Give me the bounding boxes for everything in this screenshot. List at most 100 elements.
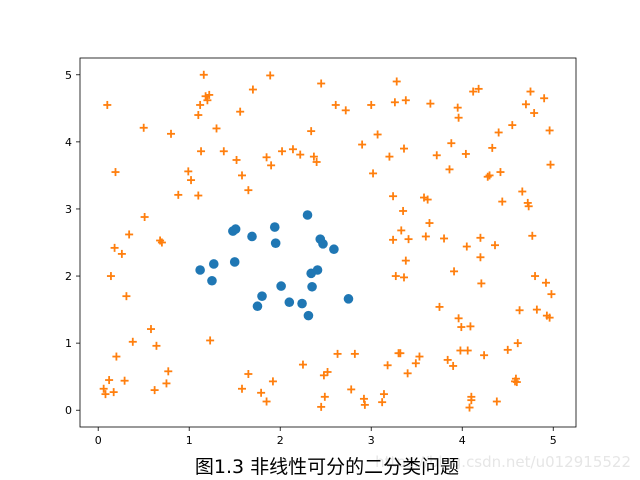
plus-point: [350, 349, 359, 358]
plus-point: [152, 341, 161, 350]
plus-point: [140, 213, 149, 222]
plus-point: [463, 346, 472, 355]
plus-point: [167, 129, 176, 138]
circle-point: [252, 301, 263, 312]
plus-point: [390, 98, 399, 107]
circle-point: [195, 265, 205, 275]
plus-point: [399, 144, 408, 153]
plus-point: [474, 84, 483, 93]
circle-point: [297, 298, 307, 309]
plus-point: [232, 155, 241, 164]
plus-point: [111, 168, 120, 177]
plus-point: [498, 197, 507, 206]
plus-point: [205, 90, 214, 99]
plus-point: [491, 241, 500, 250]
plot-frame: [79, 57, 577, 428]
plus-point: [359, 394, 368, 403]
circle-point: [343, 294, 354, 304]
plus-point: [476, 233, 485, 242]
tick-labels-y: 0 1 2 3 4 5: [65, 69, 72, 417]
plus-point: [237, 384, 246, 393]
plus-point: [162, 379, 171, 388]
plus-point: [298, 360, 307, 369]
plus-point: [358, 140, 367, 149]
plus-point: [105, 376, 114, 385]
figure-caption: 图1.3 非线性可分的二分类问题: [195, 456, 459, 478]
plus-point: [465, 403, 474, 412]
plus-point: [110, 243, 119, 252]
tick-labels-x: 0 1 2 3 4 5: [95, 434, 557, 447]
circle-point: [270, 238, 281, 248]
y-tick-label: 1: [65, 337, 72, 350]
plus-point: [184, 167, 193, 176]
plus-point: [201, 92, 210, 101]
plus-point: [244, 369, 253, 378]
plus-point: [157, 238, 166, 247]
plus-point: [512, 378, 521, 387]
plus-point: [530, 109, 539, 118]
plus-point: [268, 377, 277, 386]
y-tick-label: 3: [65, 203, 72, 216]
plus-point: [389, 235, 398, 244]
plus-point: [117, 249, 126, 258]
plus-point: [445, 165, 454, 174]
plus-point: [401, 96, 410, 105]
y-tick-label: 5: [65, 69, 72, 82]
x-tick-label: 0: [95, 434, 102, 447]
circle-point: [269, 222, 280, 232]
x-tick-label: 2: [277, 434, 284, 447]
plus-point: [521, 100, 530, 109]
plus-point: [323, 367, 332, 376]
plus-point: [469, 87, 478, 96]
plus-point: [532, 305, 541, 314]
plus-point: [546, 160, 555, 169]
plus-point: [244, 186, 253, 195]
circle-point: [257, 291, 267, 301]
plus-point: [515, 306, 524, 315]
y-tick-label: 4: [65, 136, 72, 149]
plus-point: [317, 402, 326, 411]
plus-point: [106, 272, 115, 281]
plus-point: [128, 337, 137, 346]
plus-point: [312, 157, 321, 166]
plus-point: [331, 100, 340, 109]
circle-point: [207, 275, 217, 286]
plus-point: [485, 171, 494, 180]
watermark: https://blog.csdn.net/u012915522: [375, 453, 631, 471]
plus-point: [257, 388, 266, 397]
plus-point: [378, 398, 387, 407]
plus-point: [545, 126, 554, 135]
plus-point: [333, 349, 342, 358]
plus-point: [397, 226, 406, 235]
plus-point: [385, 152, 394, 161]
plus-point: [194, 111, 203, 120]
plus-point: [309, 152, 318, 161]
plus-point: [197, 147, 206, 156]
plus-point: [266, 71, 275, 80]
plus-point: [480, 351, 489, 360]
plus-point: [449, 361, 458, 370]
plus-point: [545, 313, 554, 322]
plus-point: [146, 325, 155, 334]
plus-point: [454, 314, 463, 323]
plus-point: [503, 345, 512, 354]
circle-point: [303, 310, 314, 321]
plus-point: [389, 192, 398, 201]
plus-point: [383, 361, 392, 370]
circle-point: [229, 257, 240, 267]
plus-point: [421, 232, 430, 241]
plus-point: [341, 106, 350, 115]
plus-point: [392, 77, 401, 86]
x-tick-label: 4: [459, 434, 466, 447]
circle-point: [276, 281, 286, 291]
plus-point: [360, 400, 369, 409]
plus-point: [203, 96, 212, 105]
circle-point: [284, 297, 295, 308]
circle-point: [247, 231, 257, 242]
plus-point: [466, 322, 475, 331]
plus-point: [453, 103, 462, 112]
plus-point: [373, 130, 382, 139]
plus-point: [488, 143, 497, 152]
x-tick-label: 1: [186, 434, 193, 447]
